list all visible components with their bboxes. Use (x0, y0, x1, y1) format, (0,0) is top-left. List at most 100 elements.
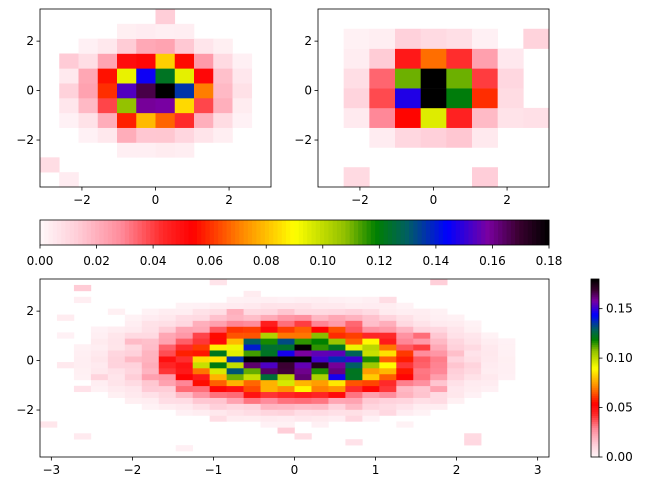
heatmap-cell (472, 167, 498, 188)
heatmap-cell (498, 368, 516, 375)
heatmap-cell (294, 368, 312, 375)
colorbar-segment (591, 375, 599, 379)
heatmap-cell (97, 127, 118, 143)
y-tick-label: 0 (26, 354, 34, 368)
colorbar-horizontal: 0.00 0.02 0.04 0.06 0.08 0.10 0.12 0.14 0.16 0.18 (27, 219, 562, 268)
heatmap-cell (243, 391, 261, 398)
heatmap-cell (396, 308, 414, 315)
colorbar-segment (591, 350, 599, 353)
heatmap-cell (396, 314, 414, 321)
heatmap-cell (136, 38, 156, 54)
colorbar-segment (90, 220, 96, 245)
heatmap-cell (294, 433, 312, 440)
heatmap-cell (277, 314, 295, 321)
heatmap-cell (311, 326, 329, 333)
heatmap-cell (136, 142, 156, 158)
heatmap-cell (447, 362, 465, 369)
heatmap-cell (59, 172, 79, 188)
heatmap-cell (345, 296, 363, 304)
heatmap-cell (362, 338, 380, 345)
heatmap-cell (430, 279, 448, 286)
colorbar-segment (205, 220, 211, 245)
heatmap-cell (464, 344, 482, 351)
heatmap-cell (277, 356, 295, 363)
heatmap-cell (328, 344, 346, 351)
heatmap-cell (260, 391, 278, 398)
heatmap-cell (158, 379, 177, 387)
heatmap-cell (136, 127, 156, 143)
colorbar-segment (235, 220, 240, 245)
colorbar-segment (591, 348, 599, 351)
heatmap-cell (175, 368, 193, 375)
heatmap-cell (175, 314, 193, 321)
heatmap-cell (90, 332, 109, 339)
heatmap-cell (174, 98, 195, 114)
heatmap-cell (446, 28, 473, 49)
heatmap-cell (294, 302, 312, 309)
colorbar-segment (400, 220, 406, 245)
colorbar-segment (44, 220, 49, 245)
heatmap-cell (213, 83, 233, 99)
heatmap-cell (362, 344, 380, 351)
heatmap-cell (107, 379, 126, 387)
heatmap-cell (379, 302, 397, 309)
colorbar-segment (107, 220, 113, 245)
heatmap-cell (413, 326, 431, 333)
colorbar-segment (150, 220, 156, 245)
heatmap-cell (194, 38, 214, 54)
heatmap-cell (226, 326, 244, 333)
heatmap-cell (498, 373, 516, 381)
heatmap-cell (213, 112, 233, 128)
heatmap-cell (243, 296, 261, 304)
heatmap-cell (345, 373, 363, 381)
colorbar-segment (230, 220, 236, 245)
heatmap-cell (226, 344, 244, 351)
heatmap-cell (209, 362, 227, 369)
heatmap-cell (232, 112, 253, 128)
colorbar-segment (226, 220, 232, 245)
heatmap-cell (73, 385, 92, 393)
colorbar-segment (591, 316, 599, 320)
heatmap-cell (379, 391, 397, 398)
heatmap-cell (141, 350, 160, 357)
heatmap-cell (328, 296, 346, 304)
colorbar-segment (481, 220, 486, 245)
heatmap-cell (413, 314, 431, 321)
heatmap-cell (192, 362, 210, 369)
heatmap-cell (260, 379, 278, 387)
colorbar-segment (591, 302, 599, 306)
heatmap-cell (141, 368, 160, 375)
colorbar-tick-label: 0.12 (366, 254, 393, 268)
heatmap-cell (260, 373, 278, 381)
heatmap-cell (192, 338, 210, 345)
heatmap-cell (328, 350, 346, 357)
colorbar-segment (591, 308, 599, 312)
heatmap-cell (213, 53, 233, 69)
heatmap-cell (328, 415, 346, 422)
heatmap-cell (277, 403, 295, 410)
heatmap-cell (464, 385, 482, 393)
heatmap-cell (311, 403, 329, 410)
heatmap-cell (124, 314, 143, 321)
colorbar-segment (468, 220, 474, 245)
heatmap-cell (59, 68, 79, 84)
heatmap-cell (226, 338, 244, 345)
heatmap-cell (369, 68, 396, 89)
heatmap-cell (107, 326, 126, 333)
heatmap-cell (56, 314, 75, 321)
colorbar-segment (591, 417, 599, 420)
colorbar-segment (591, 411, 599, 414)
heatmap-cell (362, 302, 380, 309)
heatmap-cell (209, 344, 227, 351)
heatmap-cell (413, 379, 431, 387)
heatmap-cell (396, 302, 414, 309)
heatmap-cell (209, 326, 227, 333)
x-tick-label: 2 (503, 193, 511, 207)
heatmap-cell (59, 83, 79, 99)
colorbar-segment (464, 220, 469, 245)
colorbar-segment (591, 298, 599, 302)
heatmap-cell (209, 332, 227, 339)
heatmap-cell (345, 308, 363, 315)
heatmap-cell (362, 368, 380, 375)
heatmap-cell (209, 279, 227, 286)
